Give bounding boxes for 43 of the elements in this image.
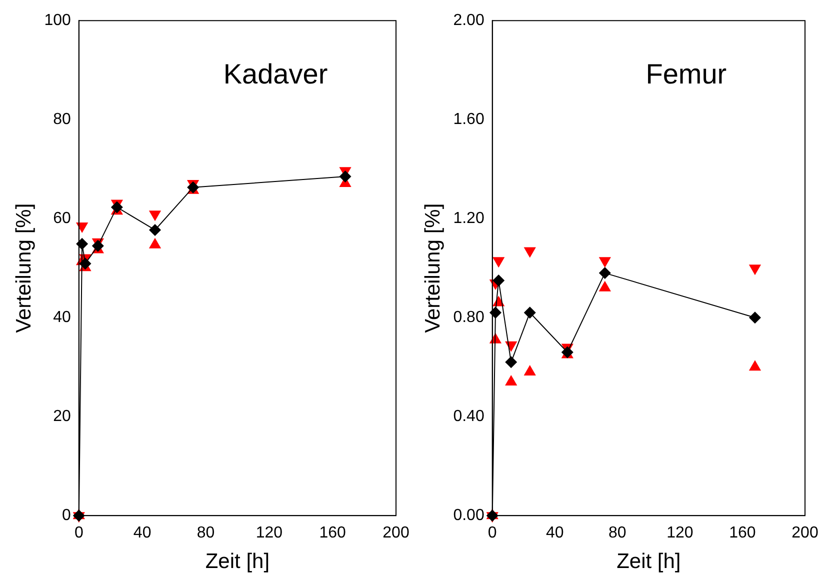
point xyxy=(748,360,762,371)
y-tick-label: 0 xyxy=(62,507,71,524)
y-tick-label: 20 xyxy=(53,408,71,426)
x-axis-title: Zeit [h] xyxy=(616,550,681,574)
point xyxy=(748,312,761,324)
y-tick-label: 80 xyxy=(53,111,71,128)
x-tick-label: 200 xyxy=(792,524,818,542)
x-tick-label: 40 xyxy=(546,524,564,542)
x-axis-title: Zeit [h] xyxy=(205,550,270,574)
x-tick-label: 200 xyxy=(382,524,410,542)
y-axis-title: Verteilung [%] xyxy=(12,203,36,333)
y-tick-label: 1.20 xyxy=(453,210,484,228)
y-tick-label: 100 xyxy=(44,12,71,30)
point xyxy=(524,247,536,258)
y-tick-label: 0.40 xyxy=(453,408,484,426)
point xyxy=(748,264,762,276)
x-tick-label: 160 xyxy=(729,524,756,542)
x-tick-label: 80 xyxy=(196,524,215,542)
point xyxy=(492,274,505,286)
text: Femur xyxy=(646,58,727,90)
point xyxy=(524,306,536,319)
y-tick-label: 60 xyxy=(53,210,71,228)
y-tick-label: 0.80 xyxy=(453,309,484,326)
x-tick-label: 80 xyxy=(608,524,626,542)
x-tick-label: 0 xyxy=(488,524,497,542)
x-tick-label: 160 xyxy=(319,524,346,542)
x-tick-label: 0 xyxy=(74,524,84,542)
y-tick-label: 40 xyxy=(53,309,71,326)
point xyxy=(505,374,518,386)
y-tick-label: 0.00 xyxy=(453,507,484,524)
x-tick-label: 120 xyxy=(256,524,283,542)
y-tick-label: 2.00 xyxy=(453,12,484,30)
y-tick-label: 1.60 xyxy=(453,111,484,128)
point xyxy=(524,365,536,376)
point xyxy=(489,306,502,319)
point xyxy=(598,257,611,268)
y-axis-title: Verteilung [%] xyxy=(421,203,444,333)
point xyxy=(505,356,518,368)
text: Kadaver xyxy=(223,58,328,90)
x-tick-label: 120 xyxy=(666,524,694,542)
point xyxy=(598,267,611,280)
point xyxy=(492,257,505,268)
x-tick-label: 40 xyxy=(133,524,152,542)
